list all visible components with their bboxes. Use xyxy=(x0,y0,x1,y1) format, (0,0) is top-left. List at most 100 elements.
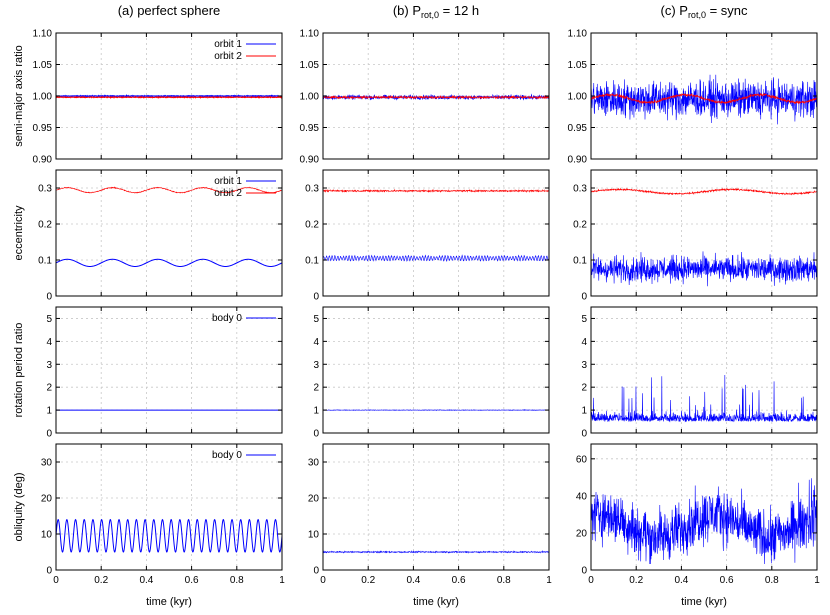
panel-b-3: 0 1 2 3 4 5 xyxy=(313,306,550,440)
y-tick-label: 0.90 xyxy=(568,155,588,166)
legend-label: orbit 1 xyxy=(214,39,242,50)
y-tick-label: 20 xyxy=(576,528,588,539)
series-line-orbit-2 xyxy=(323,94,549,100)
y-tick-label: 60 xyxy=(576,454,588,465)
x-tick-label: 0 xyxy=(320,575,326,586)
series-line-body-0 xyxy=(56,518,282,553)
y-tick-label: 20 xyxy=(41,494,53,505)
y-tick-label: 1.00 xyxy=(33,92,53,103)
y-tick-label: 1 xyxy=(581,406,587,417)
x-tick-label: 0.4 xyxy=(406,575,420,586)
plot-frame xyxy=(55,306,283,434)
column-title: (c) Prot,0 = sync xyxy=(660,3,748,20)
x-tick-label: 0.6 xyxy=(720,575,734,586)
y-tick-label: 1.10 xyxy=(300,29,320,40)
y-tick-label: 0.3 xyxy=(305,184,319,195)
y-tick-label: 0.1 xyxy=(573,256,587,267)
y-tick-label: 10 xyxy=(308,530,320,541)
x-tick-label: 1 xyxy=(279,575,285,586)
series-line-body-0 xyxy=(591,375,817,423)
legend-label: body 0 xyxy=(212,313,242,324)
series-line-orbit-2 xyxy=(323,188,549,193)
panel-c-4: 0 0.2 0.4 0.6 0.8 1 0 20 40 60 time (kyr) xyxy=(576,443,820,608)
y-tick-label: 30 xyxy=(308,458,320,469)
y-tick-label: 5 xyxy=(313,314,319,325)
legend-label: orbit 2 xyxy=(214,51,242,62)
y-tick-label: 0.2 xyxy=(573,220,587,231)
x-tick-label: 1 xyxy=(546,575,552,586)
y-tick-label: 1.10 xyxy=(33,29,53,40)
y-tick-label: 2 xyxy=(313,383,319,394)
y-tick-label: 0 xyxy=(581,292,587,303)
y-tick-label: 1 xyxy=(313,406,319,417)
x-tick-label: 0.4 xyxy=(139,575,153,586)
plot-frame xyxy=(590,443,818,571)
y-tick-label: 40 xyxy=(576,491,588,502)
plot-frame xyxy=(322,306,550,434)
y-tick-label: 2 xyxy=(581,383,587,394)
panel-c-3: 0 1 2 3 4 5 xyxy=(581,306,818,440)
y-tick-label: 0 xyxy=(313,429,319,440)
y-tick-label: 20 xyxy=(308,494,320,505)
x-tick-label: 0.2 xyxy=(94,575,108,586)
y-tick-label: 0 xyxy=(313,566,319,577)
y-tick-label: 0 xyxy=(46,292,52,303)
series-line-orbit-2 xyxy=(56,186,282,194)
y-tick-label: 0.1 xyxy=(38,256,52,267)
x-axis-label: time (kyr) xyxy=(146,596,192,608)
y-tick-label: 2 xyxy=(46,383,52,394)
y-tick-label: 0.95 xyxy=(568,123,588,134)
legend-label: body 0 xyxy=(212,450,242,461)
x-tick-label: 0.2 xyxy=(361,575,375,586)
y-tick-label: 5 xyxy=(581,314,587,325)
y-tick-label: 1.00 xyxy=(568,92,588,103)
y-tick-label: 1.05 xyxy=(568,60,588,71)
y-tick-label: 1.10 xyxy=(568,29,588,40)
series-line-orbit-1 xyxy=(323,254,549,262)
y-tick-label: 0.3 xyxy=(38,184,52,195)
y-tick-label: 0.95 xyxy=(33,123,53,134)
y-tick-label: 0.95 xyxy=(300,123,320,134)
y-tick-label: 0 xyxy=(46,566,52,577)
y-tick-label: 1.05 xyxy=(33,60,53,71)
y-tick-label: 1.05 xyxy=(300,60,320,71)
plot-frame xyxy=(590,306,818,434)
y-tick-label: 0 xyxy=(581,429,587,440)
y-tick-label: 0.2 xyxy=(305,220,319,231)
y-tick-label: 0 xyxy=(313,292,319,303)
column-title: (a) perfect sphere xyxy=(118,3,221,18)
y-tick-label: 5 xyxy=(46,314,52,325)
y-axis-label: obliquity (deg) xyxy=(13,472,25,541)
y-tick-label: 3 xyxy=(581,360,587,371)
y-tick-label: 4 xyxy=(46,337,52,348)
y-tick-label: 0 xyxy=(46,429,52,440)
y-tick-label: 4 xyxy=(313,337,319,348)
panel-c-2: 0 0.1 0.2 0.3 xyxy=(573,169,818,303)
series-line-orbit-1 xyxy=(56,258,282,267)
series-line-body-0 xyxy=(323,409,549,411)
series-line-orbit-2 xyxy=(591,187,817,196)
x-tick-label: 0.8 xyxy=(497,575,511,586)
y-tick-label: 3 xyxy=(313,360,319,371)
x-tick-label: 0.8 xyxy=(765,575,779,586)
x-tick-label: 0.2 xyxy=(629,575,643,586)
x-tick-label: 0.8 xyxy=(230,575,244,586)
y-tick-label: 0 xyxy=(581,566,587,577)
y-tick-label: 30 xyxy=(41,458,53,469)
y-axis-label: semi-major axis ratio xyxy=(13,45,25,146)
y-tick-label: 0.3 xyxy=(573,184,587,195)
series-line-body-0 xyxy=(323,549,549,554)
panel-a-1: 0.90 0.95 1.00 1.05 1.10 semi-major axis rati… xyxy=(13,29,283,166)
plot-frame xyxy=(322,169,550,297)
y-tick-label: 10 xyxy=(41,530,53,541)
x-axis-label: time (kyr) xyxy=(681,596,727,608)
series-line-body-0 xyxy=(591,478,817,565)
plot-frame xyxy=(322,443,550,571)
legend-label: orbit 2 xyxy=(214,188,242,199)
x-tick-label: 0.6 xyxy=(452,575,466,586)
y-tick-label: 0.90 xyxy=(300,155,320,166)
x-tick-label: 0 xyxy=(588,575,594,586)
x-axis-label: time (kyr) xyxy=(413,596,459,608)
series-line-orbit-1 xyxy=(591,251,817,287)
plot-frame xyxy=(55,169,283,297)
